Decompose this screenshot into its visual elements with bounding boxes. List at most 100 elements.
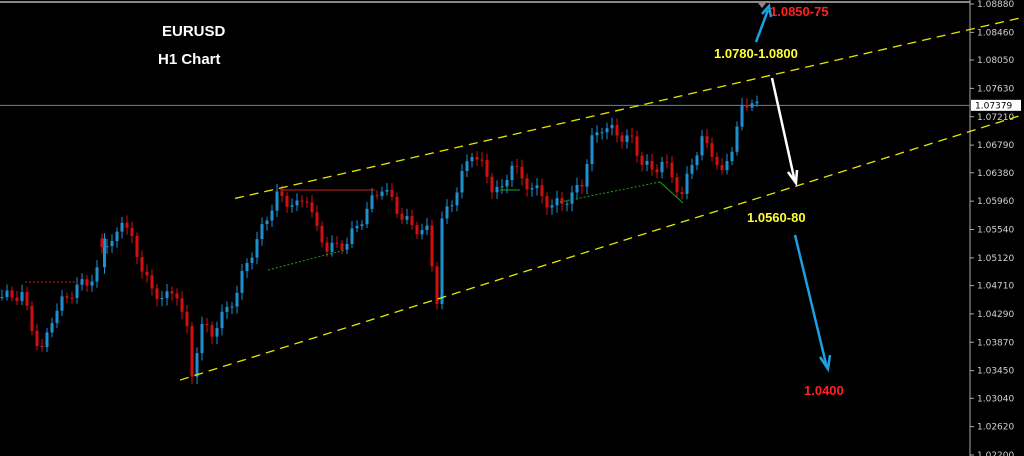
candle (465, 154, 469, 178)
candle (65, 292, 69, 304)
candle (235, 285, 239, 314)
candle (295, 193, 299, 212)
y-tick-label: 1.05540 (977, 226, 1014, 236)
candle (160, 291, 164, 307)
candle (495, 180, 499, 200)
y-tick-label: 1.07630 (977, 84, 1014, 94)
candle (40, 338, 44, 352)
candle (735, 121, 739, 156)
candle (5, 284, 9, 301)
y-tick-label: 1.06790 (977, 141, 1014, 151)
candle (480, 152, 484, 167)
candle (555, 190, 559, 213)
candle (545, 192, 549, 215)
y-tick-label: 1.08880 (977, 0, 1014, 10)
y-tick-label: 1.04710 (977, 282, 1014, 292)
candle (330, 235, 334, 257)
candle (400, 207, 404, 225)
candle (55, 303, 59, 329)
candle (110, 234, 114, 253)
candle (95, 260, 99, 288)
candle (305, 196, 309, 208)
arrow-down-blue-icon (793, 234, 829, 369)
candle (750, 99, 754, 112)
candle (605, 122, 609, 140)
candle (250, 252, 254, 270)
candle (355, 220, 359, 233)
candle (335, 236, 339, 249)
candle (265, 216, 269, 231)
candle (0, 289, 4, 301)
green-line (659, 181, 684, 204)
candle (390, 183, 394, 201)
candle (415, 221, 419, 240)
channel-upper-line[interactable] (234, 16, 1024, 200)
resistance-label: 1.0780-1.0800 (714, 46, 798, 61)
candle (530, 182, 534, 197)
candle (300, 195, 304, 208)
candle (630, 127, 634, 144)
y-tick-label: 1.06380 (977, 169, 1014, 179)
candle (210, 321, 214, 344)
candle (230, 302, 234, 315)
channel-lower-line[interactable] (179, 113, 1024, 381)
shift-marker-icon[interactable] (758, 3, 766, 8)
candle (185, 304, 189, 334)
candle (520, 159, 524, 186)
drawn-lines (25, 181, 684, 283)
candle (385, 182, 389, 196)
candle (75, 277, 79, 304)
candle (700, 129, 704, 161)
y-tick-label: 1.07210 (977, 113, 1014, 123)
candle (745, 98, 749, 112)
candle (70, 291, 74, 304)
candle (145, 264, 149, 283)
candle (645, 154, 649, 172)
candle (45, 327, 49, 353)
candle (535, 178, 539, 196)
candle (690, 158, 694, 180)
candle (660, 156, 664, 179)
candle (650, 153, 654, 176)
y-tick-label: 1.08050 (977, 56, 1014, 66)
candle (525, 173, 529, 197)
y-tick-label: 1.05120 (977, 254, 1014, 264)
y-axis: 1.08880 1.08460 1.08050 1.07630 1.07210 1.067… (970, 0, 1014, 456)
candle (260, 217, 264, 246)
candle (620, 131, 624, 149)
target-label-lower: 1.0400 (804, 383, 844, 398)
candle (80, 273, 84, 291)
candle (515, 158, 519, 174)
y-tick-label: 1.02620 (977, 423, 1014, 433)
candle (510, 161, 514, 188)
candle (365, 202, 369, 228)
green-dotted-line (559, 181, 661, 203)
candle (205, 317, 209, 333)
candle (290, 198, 294, 213)
current-price-label: 1.07379 (975, 101, 1012, 111)
candle (90, 274, 94, 292)
candle (410, 209, 414, 230)
candle (25, 286, 29, 311)
candle (640, 151, 644, 172)
candle (435, 262, 439, 310)
candle (425, 218, 429, 236)
candle (715, 152, 719, 170)
candle (100, 233, 104, 254)
candles (0, 95, 759, 385)
candle (670, 155, 674, 184)
candle (420, 223, 424, 240)
candle (665, 154, 669, 169)
candle (395, 192, 399, 218)
candle (190, 322, 194, 385)
candle (170, 286, 174, 301)
y-tick-label: 1.04290 (977, 310, 1014, 320)
candle (585, 159, 589, 194)
y-tick-label: 1.02200 (977, 451, 1014, 456)
candle (180, 291, 184, 320)
y-tick-label: 1.03040 (977, 394, 1014, 404)
candle (60, 289, 64, 317)
arrow-down-white-head-icon (786, 169, 799, 187)
candle (155, 284, 159, 307)
